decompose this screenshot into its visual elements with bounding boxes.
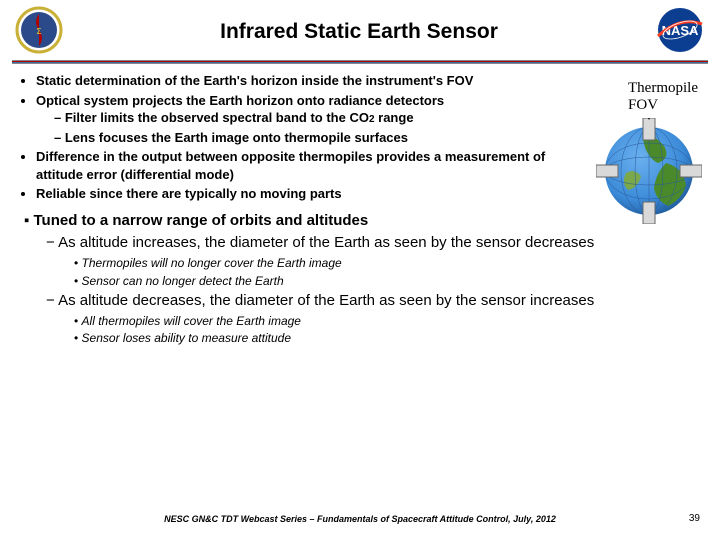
bullet-2: Optical system projects the Earth horizo…	[36, 92, 578, 147]
bullet-3: Difference in the output between opposit…	[36, 148, 578, 183]
dot-1a: Thermopiles will no longer cover the Ear…	[24, 255, 706, 271]
bullet-2a: Filter limits the observed spectral band…	[54, 109, 578, 127]
square-bullets: Tuned to a narrow range of orbits and al…	[14, 211, 706, 347]
earth-diagram	[596, 118, 702, 224]
main-bullets: Static determination of the Earth's hori…	[14, 72, 578, 205]
header-divider	[12, 60, 708, 64]
dot-2a: All thermopiles will cover the Earth ima…	[24, 313, 706, 329]
footer-text: NESC GN&C TDT Webcast Series – Fundament…	[0, 514, 720, 524]
nasa-logo: NASA	[652, 6, 708, 59]
thermopile-label: Thermopile FOV	[628, 80, 698, 113]
slide-title: Infrared Static Earth Sensor	[66, 20, 652, 44]
svg-text:Σ: Σ	[37, 27, 42, 36]
header: Σ Infrared Static Earth Sensor NASA	[0, 0, 720, 58]
bullet-1: Static determination of the Earth's hori…	[36, 72, 578, 90]
dash-2: As altitude decreases, the diameter of t…	[32, 291, 706, 311]
page-number: 39	[689, 513, 700, 524]
dot-2b: Sensor loses ability to measure attitude	[24, 330, 706, 346]
dash-1: As altitude increases, the diameter of t…	[32, 233, 706, 253]
dot-1b: Sensor can no longer detect the Earth	[24, 273, 706, 289]
nesc-logo: Σ	[12, 6, 66, 59]
bullet-4: Reliable since there are typically no mo…	[36, 185, 578, 203]
bullet-2b: Lens focuses the Earth image onto thermo…	[54, 129, 578, 147]
